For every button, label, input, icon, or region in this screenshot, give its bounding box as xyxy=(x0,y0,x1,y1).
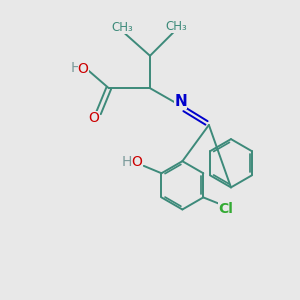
Text: O: O xyxy=(78,62,88,76)
Text: CH₃: CH₃ xyxy=(111,21,133,34)
Text: Cl: Cl xyxy=(218,202,233,216)
Text: O: O xyxy=(88,112,100,125)
Text: O: O xyxy=(132,155,142,169)
Text: CH₃: CH₃ xyxy=(166,20,188,33)
Text: H: H xyxy=(122,155,132,169)
Text: N: N xyxy=(175,94,187,109)
Text: H: H xyxy=(70,61,81,75)
